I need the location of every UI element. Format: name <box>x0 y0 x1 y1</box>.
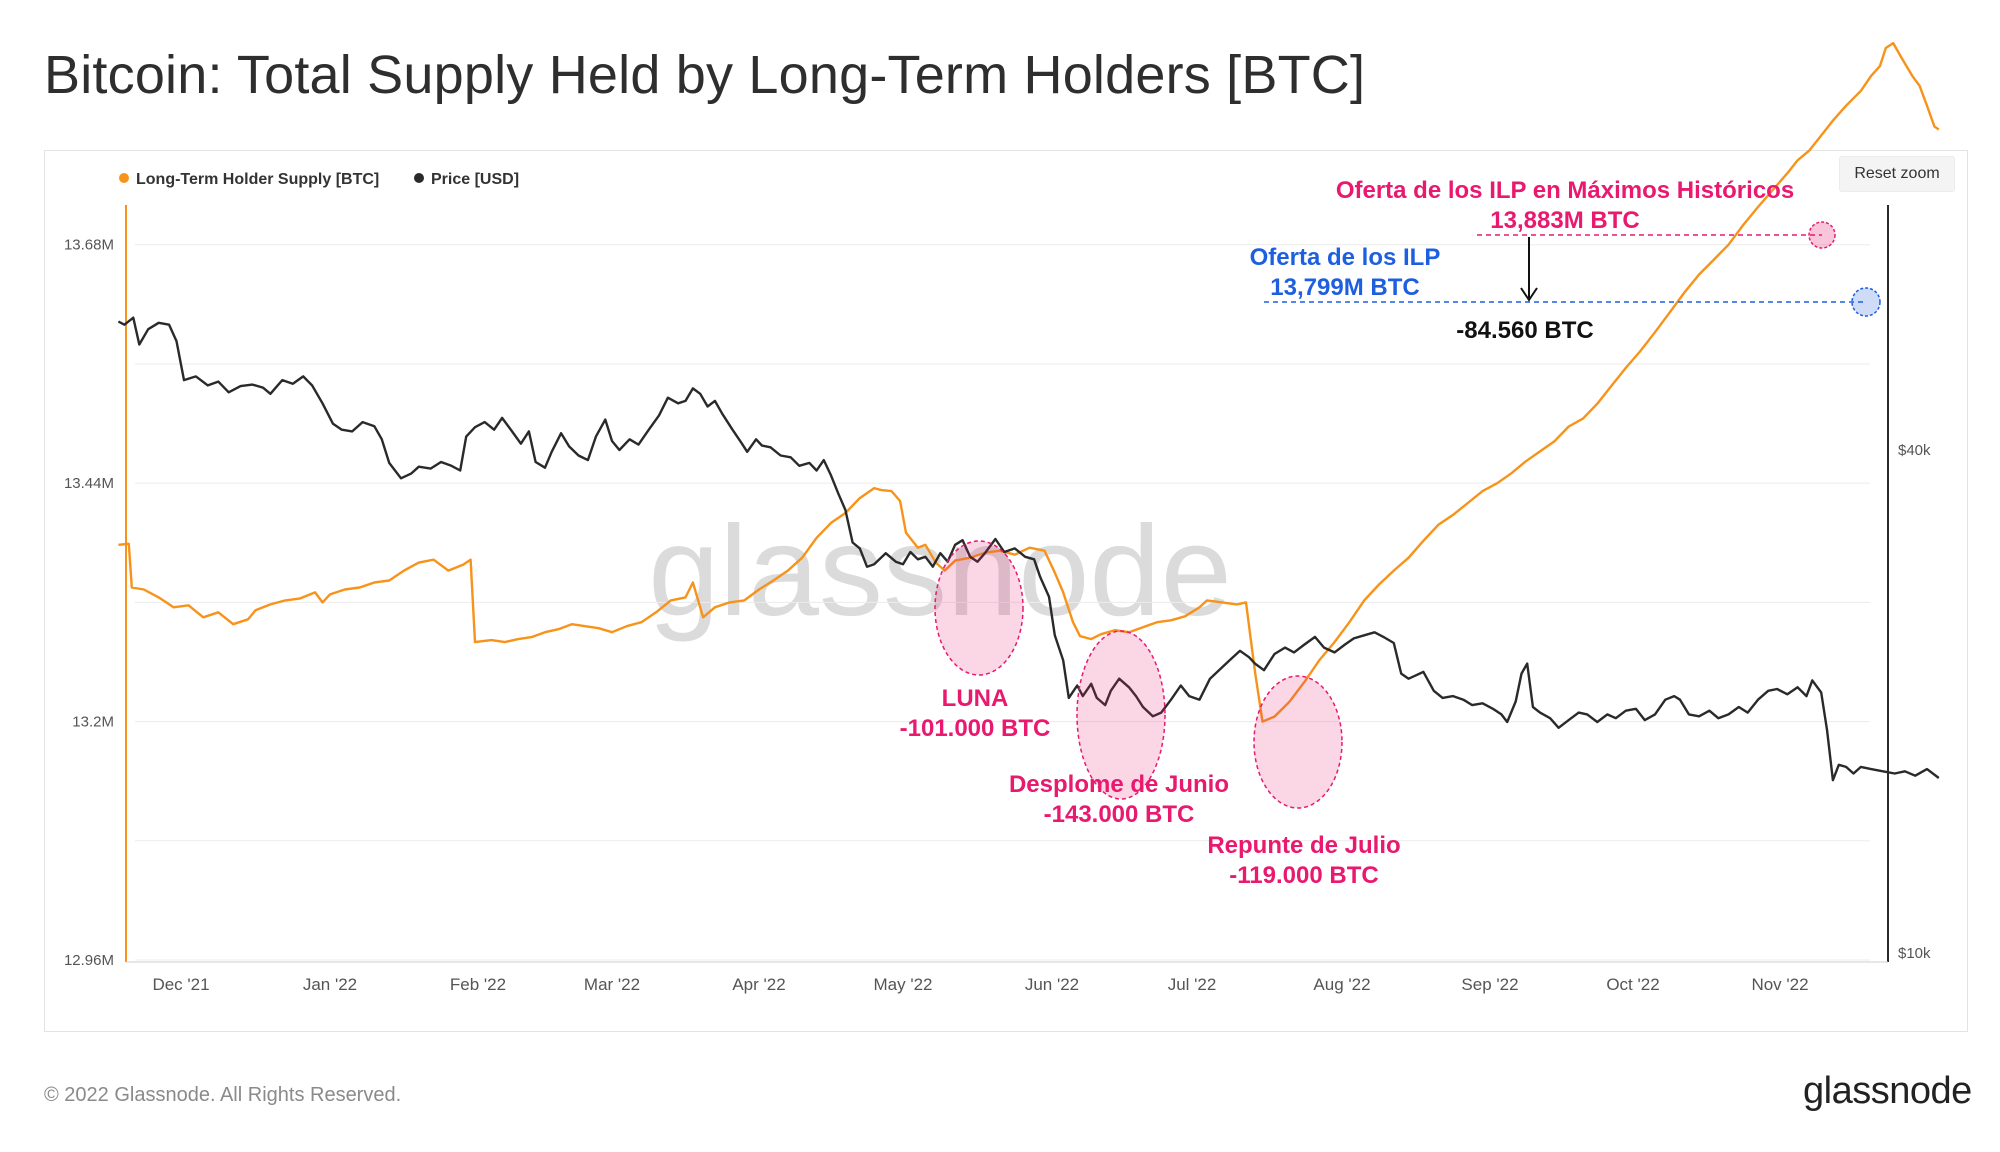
y-left-tick-label: 12.96M <box>64 952 114 969</box>
june-label-line-1: Desplome de Junio <box>1009 771 1229 798</box>
x-tick-label: Dec '21 <box>152 975 209 994</box>
y-right-tick-label: $10k <box>1898 945 1931 962</box>
glassnode-logo[interactable]: glassnode <box>1803 1070 1972 1112</box>
axes: 12.96M 13.2M 13.44M 13.68M $10k $40k Dec '21 Ja… <box>64 205 1931 994</box>
difference-label-line-1: -84.560 BTC <box>1456 317 1593 344</box>
annotations-layer: Oferta de los ILP en Máximos Históricos 1… <box>900 177 1881 889</box>
price-series-line <box>117 316 1940 782</box>
luna-label-line-2: -101.000 BTC <box>900 715 1051 742</box>
ath-label-line-2: 13,883M BTC <box>1490 207 1639 234</box>
chart-frame <box>44 150 1968 1032</box>
current-marker <box>1851 287 1881 317</box>
july-label-line-1: Repunte de Julio <box>1207 832 1400 859</box>
x-tick-label: Aug '22 <box>1313 975 1370 994</box>
x-tick-label: Sep '22 <box>1461 975 1518 994</box>
y-right-tick-label: $40k <box>1898 442 1931 459</box>
grid-lines <box>135 244 1870 961</box>
x-tick-label: Jun '22 <box>1025 975 1079 994</box>
copyright-text: © 2022 Glassnode. All Rights Reserved. <box>44 1084 402 1106</box>
x-tick-label: May '22 <box>874 975 933 994</box>
july-highlight-ellipse <box>1253 675 1343 809</box>
ath-label-line-1: Oferta de los ILP en Máximos Históricos <box>1336 177 1794 204</box>
june-label-line-2: -143.000 BTC <box>1044 801 1195 828</box>
legend-marker-supply <box>119 173 129 183</box>
reset-zoom-button[interactable]: Reset zoom <box>1839 156 1955 192</box>
legend-marker-price <box>414 173 424 183</box>
x-tick-label: Jan '22 <box>303 975 357 994</box>
x-tick-label: Feb '22 <box>450 975 506 994</box>
july-label-line-2: -119.000 BTC <box>1229 862 1378 889</box>
x-tick-label: Mar '22 <box>584 975 640 994</box>
luna-highlight-ellipse <box>934 540 1024 676</box>
current-label-line-1: Oferta de los ILP <box>1250 244 1441 271</box>
series-layer <box>117 41 1940 782</box>
supply-series-line <box>118 41 1940 723</box>
legend-label-price: Price [USD] <box>431 171 519 188</box>
legend-label-supply: Long-Term Holder Supply [BTC] <box>136 171 379 188</box>
y-left-tick-label: 13.2M <box>72 714 114 731</box>
x-tick-label: Apr '22 <box>732 975 785 994</box>
legend[interactable]: Long-Term Holder Supply [BTC] Price [USD] <box>119 171 519 188</box>
current-label-line-2: 13,799M BTC <box>1270 274 1419 301</box>
y-left-tick-label: 13.44M <box>64 475 114 492</box>
y-left-tick-label: 13.68M <box>64 237 114 254</box>
luna-label-line-1: LUNA <box>942 685 1009 712</box>
difference-arrow-head <box>1520 287 1538 302</box>
ath-marker <box>1808 221 1836 249</box>
watermark: glassnode <box>648 500 1232 643</box>
june-highlight-ellipse <box>1076 630 1166 800</box>
x-tick-label: Oct '22 <box>1606 975 1659 994</box>
x-tick-label: Jul '22 <box>1168 975 1217 994</box>
page-title: Bitcoin: Total Supply Held by Long-Term … <box>44 45 1366 105</box>
x-tick-label: Nov '22 <box>1751 975 1808 994</box>
